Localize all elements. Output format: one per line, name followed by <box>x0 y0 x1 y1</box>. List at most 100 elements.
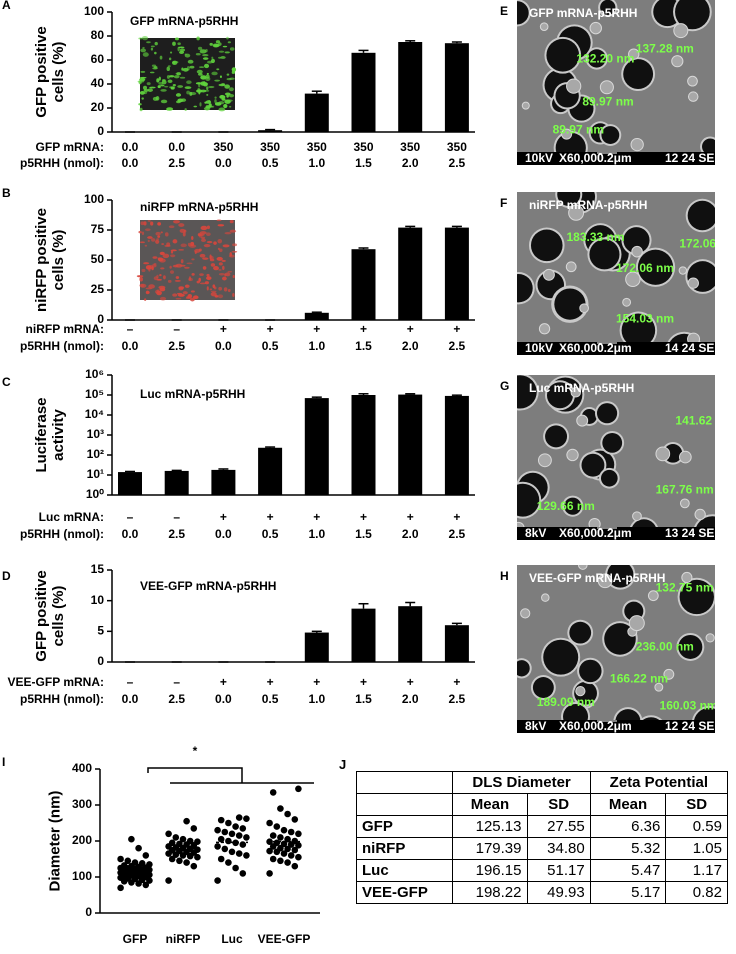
micrograph-cell <box>172 61 176 65</box>
data-point <box>214 843 221 850</box>
micrograph-cell <box>159 287 166 292</box>
micrograph-cell <box>144 298 147 301</box>
micrograph-cell <box>227 41 231 44</box>
micrograph-cell <box>202 266 207 270</box>
x-tick-label: VEE-GFP <box>258 932 311 946</box>
micrograph-cell <box>218 101 225 105</box>
micrograph-cell <box>197 87 201 93</box>
micrograph-cell <box>226 78 232 81</box>
micrograph-cell <box>197 46 203 51</box>
data-point <box>284 845 291 853</box>
column-header: SD <box>526 793 591 816</box>
y-tick-label: 400 <box>72 761 92 775</box>
row-header: Luc <box>355 859 454 882</box>
sem-particle <box>687 75 698 87</box>
micrograph-cell <box>209 288 213 291</box>
data-point <box>284 859 291 866</box>
micrograph-cell <box>191 258 195 261</box>
micrograph-cell <box>162 253 170 259</box>
data-point <box>277 805 284 812</box>
y-axis-label: Luciferase activity <box>33 397 67 473</box>
group-header: Zeta Potential <box>589 771 729 794</box>
sem-title: VEE-GFP mRNA-p5RHH <box>529 571 665 585</box>
micrograph-cell <box>218 273 225 276</box>
micrograph-cell <box>231 67 237 72</box>
data-point <box>235 832 243 839</box>
sem-particle <box>654 682 664 692</box>
data-point <box>277 844 284 852</box>
micrograph-cell <box>193 105 198 108</box>
sem-particle <box>597 573 613 589</box>
micrograph-cell <box>174 37 179 41</box>
micrograph-cell <box>191 236 194 240</box>
micrograph-cell <box>189 91 193 96</box>
y-tick-label: 10⁵ <box>85 387 104 401</box>
micrograph-cell <box>168 225 175 229</box>
y-tick-label: 80 <box>91 28 105 42</box>
micrograph-cell <box>175 276 180 279</box>
micrograph-cell <box>179 50 185 55</box>
x-tick-label: + <box>220 675 227 689</box>
micrograph-cell <box>160 88 167 92</box>
sem-footer-text: X60,000 <box>559 526 604 540</box>
sem-pore <box>679 579 714 615</box>
micrograph-cell <box>186 90 191 95</box>
sem-particle <box>673 23 689 39</box>
micrograph-cell <box>172 293 178 297</box>
micrograph-cell <box>175 93 182 97</box>
sem-pore <box>702 138 715 155</box>
sem-footer <box>517 527 715 540</box>
data-point <box>239 825 247 832</box>
micrograph-cell <box>216 256 223 261</box>
micrograph-cell <box>172 41 176 46</box>
sem-footer-text: 10kV <box>525 151 553 165</box>
micrograph-cell <box>167 65 171 67</box>
micrograph-cell <box>228 94 235 98</box>
micrograph-cell <box>160 99 168 104</box>
micrograph-cell <box>157 235 161 238</box>
sem-image: Luc mRNA-p5RHH 141.62 nm 129.66 nm 167.76 n… <box>517 375 715 540</box>
y-tick-label: 10² <box>87 447 104 461</box>
x-tick-label: 0.0 <box>215 156 232 170</box>
sem-particle <box>705 633 715 643</box>
micrograph-cell <box>224 231 232 235</box>
corner-cell <box>355 793 454 816</box>
micrograph-cell <box>154 51 157 55</box>
panel-label: C <box>2 375 11 389</box>
micrograph-cell <box>138 103 142 106</box>
micrograph-cell <box>226 36 229 40</box>
x-tick-label: + <box>453 675 460 689</box>
micrograph-cell <box>155 239 160 244</box>
x-tick-label: 0.5 <box>262 156 279 170</box>
table-cell: 196.15 <box>452 859 528 882</box>
sem-particle <box>679 498 690 509</box>
table-cell: 198.22 <box>452 881 528 904</box>
bar <box>398 606 423 662</box>
x-row-label: p5RHH (nmol): <box>20 339 104 353</box>
micrograph-cell <box>182 291 188 295</box>
x-tick-label: + <box>313 675 320 689</box>
y-axis-label: niRFP positive cells (%) <box>33 208 67 312</box>
data-point <box>284 835 291 843</box>
table-cell: 51.17 <box>526 859 591 882</box>
panel-label: F <box>500 196 507 210</box>
sem-particle <box>566 448 579 462</box>
x-tick-label: + <box>220 322 227 336</box>
data-point <box>295 842 302 849</box>
micrograph-cell <box>198 248 202 252</box>
sem-particle <box>576 414 589 427</box>
sem-measurement: 172.06 nm <box>616 261 674 275</box>
x-tick-label: + <box>407 675 414 689</box>
micrograph-cell <box>199 253 206 258</box>
bar <box>351 395 376 495</box>
data-point <box>176 857 183 865</box>
data-point <box>291 862 299 870</box>
x-tick-label: + <box>453 510 460 524</box>
sem-pore <box>557 192 581 206</box>
micrograph-cell <box>199 66 205 69</box>
table-cell: 27.55 <box>526 815 591 838</box>
y-tick-label: 5 <box>97 624 104 638</box>
bar <box>258 447 283 495</box>
micrograph-cell <box>206 225 211 230</box>
x-tick-label: 2.0 <box>402 339 419 353</box>
